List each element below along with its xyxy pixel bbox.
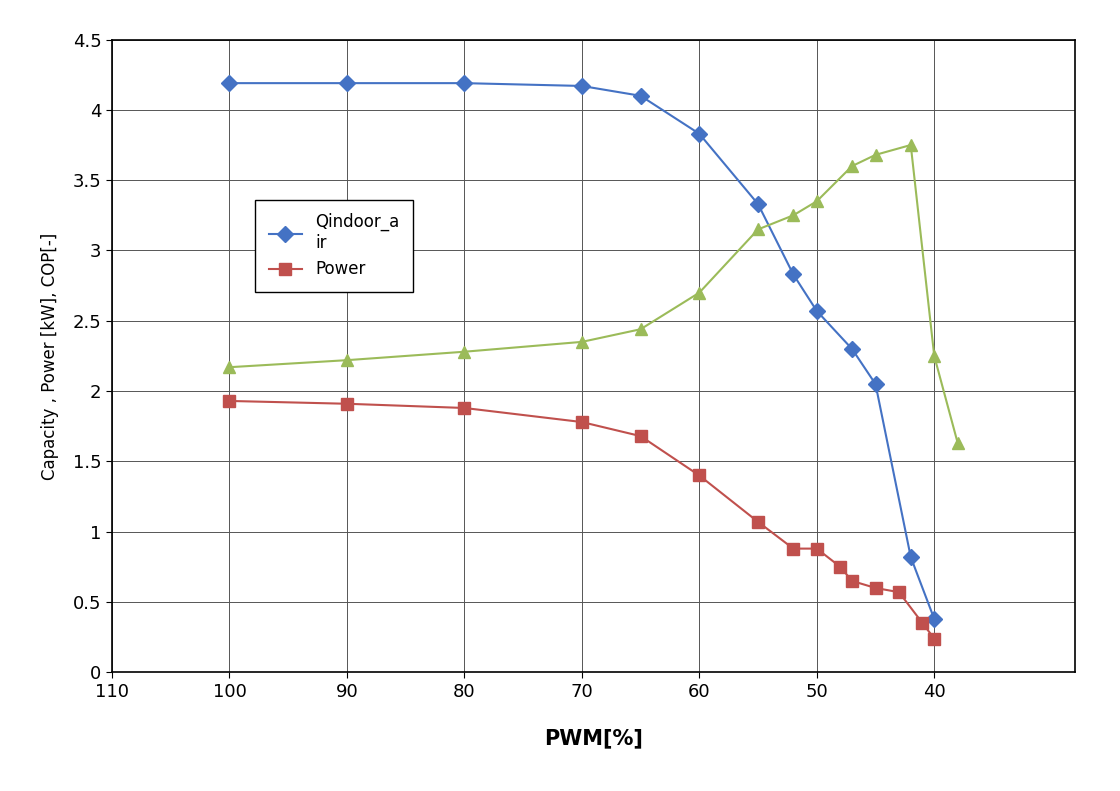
Power bbox=[692, 471, 706, 480]
Power bbox=[340, 399, 354, 408]
Qindoor_a
ir bbox=[458, 78, 472, 88]
Power bbox=[893, 588, 906, 597]
Line: Qindoor_a
ir: Qindoor_a ir bbox=[224, 78, 940, 624]
Power bbox=[833, 562, 847, 572]
Qindoor_a
ir bbox=[634, 91, 647, 100]
Qindoor_a
ir bbox=[576, 81, 589, 91]
X-axis label: PWM[%]: PWM[%] bbox=[544, 729, 643, 748]
Line: Power: Power bbox=[224, 396, 940, 644]
Legend: Qindoor_a
ir, Power: Qindoor_a ir, Power bbox=[255, 200, 413, 292]
Qindoor_a
ir bbox=[692, 129, 706, 138]
Power bbox=[927, 634, 941, 643]
Qindoor_a
ir bbox=[752, 199, 765, 209]
Qindoor_a
ir bbox=[846, 344, 859, 354]
Qindoor_a
ir bbox=[810, 306, 823, 316]
Power bbox=[576, 418, 589, 427]
Qindoor_a
ir bbox=[927, 614, 941, 623]
Qindoor_a
ir bbox=[869, 380, 883, 389]
Power bbox=[869, 583, 883, 592]
Qindoor_a
ir bbox=[340, 78, 354, 88]
Power bbox=[916, 619, 930, 628]
Power bbox=[634, 431, 647, 441]
Power bbox=[223, 396, 236, 406]
Qindoor_a
ir bbox=[904, 552, 917, 562]
Qindoor_a
ir bbox=[223, 78, 236, 88]
Power bbox=[752, 517, 765, 527]
Power bbox=[846, 576, 859, 585]
Power bbox=[786, 544, 800, 554]
Qindoor_a
ir bbox=[786, 270, 800, 279]
Y-axis label: Capacity , Power [kW], COP[-]: Capacity , Power [kW], COP[-] bbox=[41, 233, 59, 479]
Power bbox=[810, 544, 823, 554]
Power bbox=[458, 403, 472, 413]
